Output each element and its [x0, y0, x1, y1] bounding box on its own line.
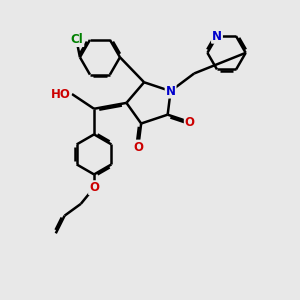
Text: HO: HO [51, 88, 70, 100]
Text: N: N [212, 30, 222, 43]
Text: O: O [133, 141, 143, 154]
Text: O: O [185, 116, 195, 128]
Text: Cl: Cl [70, 33, 83, 46]
Text: O: O [89, 181, 99, 194]
Text: N: N [166, 85, 176, 98]
